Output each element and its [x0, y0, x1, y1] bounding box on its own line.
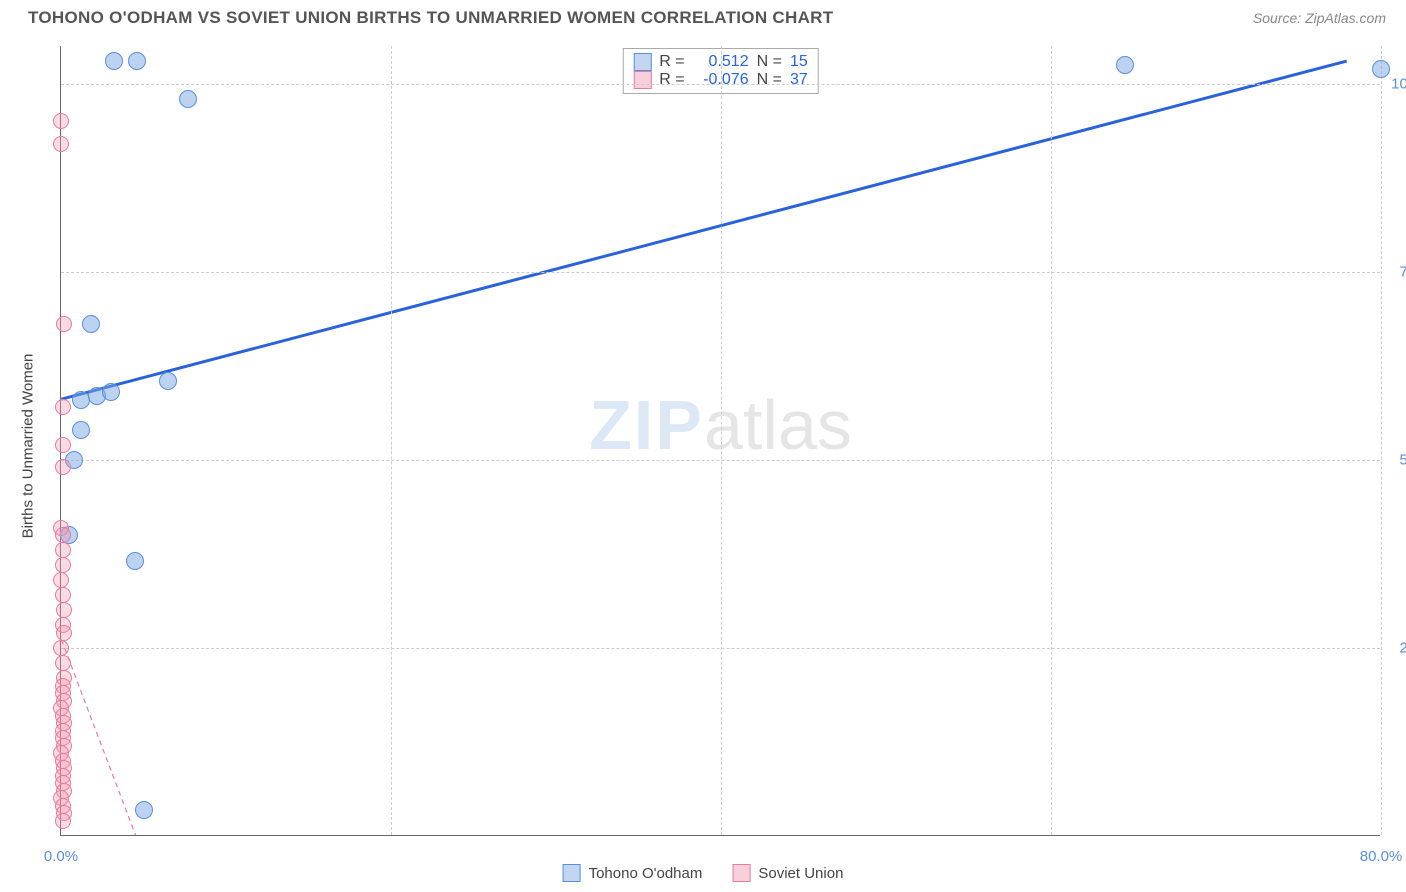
- gridline-v: [391, 46, 392, 835]
- data-point: [105, 52, 123, 70]
- data-point: [179, 90, 197, 108]
- y-tick-label: 50.0%: [1399, 451, 1406, 468]
- n-value-2: 37: [790, 71, 808, 89]
- data-point: [53, 136, 69, 152]
- data-point: [55, 527, 71, 543]
- data-point: [1372, 60, 1390, 78]
- data-point: [72, 391, 90, 409]
- data-point: [55, 813, 71, 829]
- trend-line: [61, 640, 135, 835]
- legend-label-2: Soviet Union: [758, 865, 843, 882]
- data-point: [1116, 56, 1134, 74]
- data-point: [82, 315, 100, 333]
- data-point: [55, 557, 71, 573]
- data-point: [128, 52, 146, 70]
- trend-line: [61, 61, 1346, 399]
- r-label: R =: [659, 53, 684, 71]
- data-point: [55, 655, 71, 671]
- n-label: N =: [757, 53, 782, 71]
- legend: Tohono O'odham Soviet Union: [563, 864, 844, 882]
- data-point: [55, 437, 71, 453]
- data-point: [56, 602, 72, 618]
- watermark-part2: atlas: [704, 386, 852, 464]
- r-label: R =: [659, 71, 684, 89]
- y-tick-label: 100.0%: [1391, 75, 1406, 92]
- data-point: [159, 372, 177, 390]
- swatch-pink-icon: [633, 71, 651, 89]
- data-point: [56, 316, 72, 332]
- gridline-v: [1051, 46, 1052, 835]
- y-axis-label: Births to Unmarried Women: [20, 354, 37, 539]
- data-point: [55, 542, 71, 558]
- legend-item-1: Tohono O'odham: [563, 864, 703, 882]
- data-point: [102, 383, 120, 401]
- data-point: [53, 113, 69, 129]
- data-point: [135, 801, 153, 819]
- legend-item-2: Soviet Union: [732, 864, 843, 882]
- data-point: [72, 421, 90, 439]
- data-point: [56, 625, 72, 641]
- n-value-1: 15: [790, 53, 808, 71]
- legend-swatch-blue-icon: [563, 864, 581, 882]
- n-label: N =: [757, 71, 782, 89]
- watermark-part1: ZIP: [589, 386, 704, 464]
- source-label: Source: ZipAtlas.com: [1253, 10, 1386, 26]
- legend-swatch-pink-icon: [732, 864, 750, 882]
- legend-label-1: Tohono O'odham: [589, 865, 703, 882]
- y-tick-label: 25.0%: [1399, 639, 1406, 656]
- chart-title: TOHONO O'ODHAM VS SOVIET UNION BIRTHS TO…: [28, 8, 833, 28]
- x-tick-label: 80.0%: [1360, 848, 1403, 865]
- data-point: [126, 552, 144, 570]
- gridline-v: [721, 46, 722, 835]
- x-tick-label: 0.0%: [44, 848, 78, 865]
- data-point: [53, 640, 69, 656]
- data-point: [55, 459, 71, 475]
- data-point: [55, 399, 71, 415]
- data-point: [55, 587, 71, 603]
- chart-plot-area: ZIPatlas R = 0.512 N = 15 R = -0.076 N =…: [60, 46, 1380, 836]
- swatch-blue-icon: [633, 53, 651, 71]
- gridline-v: [1381, 46, 1382, 835]
- data-point: [53, 572, 69, 588]
- y-tick-label: 75.0%: [1399, 263, 1406, 280]
